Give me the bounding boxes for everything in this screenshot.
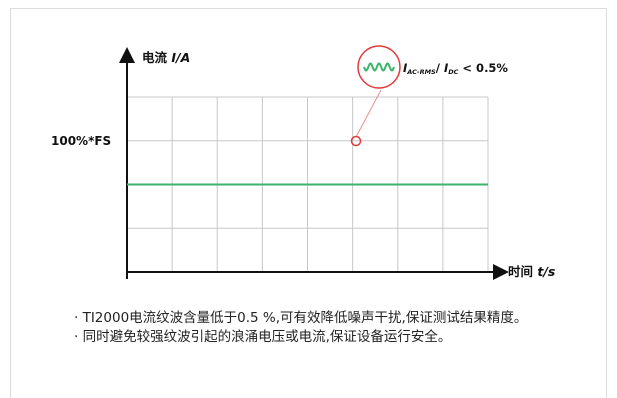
point-marker xyxy=(350,135,362,147)
callout-leader xyxy=(355,89,382,138)
level-label: 100%*FS xyxy=(51,134,111,148)
ripple-formula: IAC-RMS/ IDC < 0.5% xyxy=(403,61,508,76)
feature-notes: · TI2000电流纹波含量低于0.5 %,可有效降低噪声干扰,保证测试结果精度… xyxy=(74,309,574,347)
feature-card: 电流 I/A 时间 t/s 100%*FS IAC-RMS/ IDC < 0.5%… xyxy=(10,8,607,398)
ripple-wave xyxy=(363,62,395,72)
ripple-chart: 电流 I/A 时间 t/s 100%*FS IAC-RMS/ IDC < 0.5% xyxy=(51,45,555,280)
zoom-circle xyxy=(357,45,401,89)
note-ripple: · TI2000电流纹波含量低于0.5 %,可有效降低噪声干扰,保证测试结果精度… xyxy=(74,310,528,326)
note-safety: · 同时避免较强纹波引起的浪涌电压或电流,保证设备运行安全。 xyxy=(74,329,452,345)
x-axis-label: 时间 t/s xyxy=(508,264,555,279)
y-axis-label: 电流 I/A xyxy=(142,50,190,65)
